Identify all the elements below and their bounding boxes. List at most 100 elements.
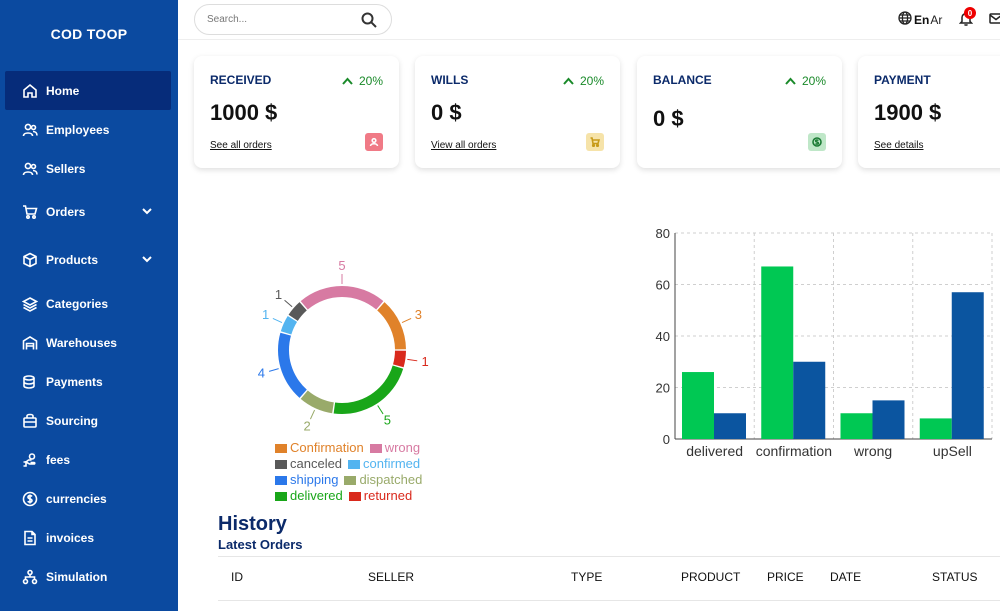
- legend-item-confirmation[interactable]: Confirmation: [275, 440, 364, 456]
- notification-badge: 0: [964, 7, 976, 19]
- see-details-link[interactable]: See details: [874, 140, 924, 151]
- flow-icon: [21, 568, 38, 585]
- sidebar-item-label: Home: [46, 83, 80, 98]
- coins-icon: [21, 373, 38, 390]
- user-icon: [365, 133, 383, 151]
- legend-label: dispatched: [359, 472, 423, 487]
- sidebar-item-employees[interactable]: Employees: [5, 110, 171, 149]
- bar-delivered-2: [714, 413, 746, 439]
- donut-data-label: 3: [415, 307, 422, 322]
- sidebar-item-home[interactable]: Home: [5, 71, 171, 110]
- bar-wrong-1: [840, 413, 873, 439]
- sidebar-item-products[interactable]: Products: [5, 236, 171, 284]
- donut-leader-line: [401, 317, 412, 324]
- legend-item-confirmed[interactable]: confirmed: [348, 456, 420, 472]
- bar-confirmation-2: [793, 361, 826, 439]
- sidebar-item-categories[interactable]: Categories: [5, 284, 171, 323]
- brand-logo: COD TOOP: [50, 26, 128, 42]
- legend-row: canceled confirmed: [275, 456, 455, 472]
- card-trend-value: 20%: [579, 74, 604, 88]
- sidebar-item-sellers[interactable]: Sellers: [5, 149, 171, 188]
- see-all-orders-link[interactable]: See all orders: [210, 140, 272, 151]
- legend-item-shipping[interactable]: shipping: [275, 472, 338, 488]
- legend-item-canceled[interactable]: canceled: [275, 456, 342, 472]
- legend-item-wrong[interactable]: wrong: [369, 440, 421, 456]
- search-box: [194, 4, 392, 35]
- sidebar-item-warehouses[interactable]: Warehouses: [5, 323, 171, 362]
- lang-en-option[interactable]: En: [914, 12, 930, 27]
- received-card: RECEIVED 20% 1000 $ See all orders: [194, 56, 399, 168]
- users-icon: [21, 121, 38, 138]
- globe-icon: [898, 11, 912, 28]
- history-subtitle: Latest Orders: [218, 537, 303, 552]
- sidebar-item-fees[interactable]: fees: [5, 440, 171, 479]
- column-header-date[interactable]: DATE: [830, 570, 862, 584]
- card-trend: 20%: [342, 74, 383, 88]
- x-tick-label: wrong: [853, 443, 892, 459]
- box-icon: [21, 252, 38, 269]
- card-trend: 20%: [785, 74, 826, 88]
- layers-icon: [21, 295, 38, 312]
- legend-label: confirmed: [363, 456, 421, 471]
- chevron-down-icon: [141, 253, 153, 265]
- card-trend: 20%: [563, 74, 604, 88]
- sidebar-item-payments[interactable]: Payments: [5, 362, 171, 401]
- view-all-orders-link[interactable]: View all orders: [431, 140, 497, 151]
- x-tick-label: upSell: [933, 443, 972, 459]
- donut-leader-line: [268, 368, 279, 372]
- card-title: BALANCE: [653, 73, 712, 87]
- bar-upsell-1: [919, 418, 952, 439]
- sidebar-item-label: Sellers: [46, 161, 86, 176]
- legend-swatch: [275, 475, 287, 485]
- sidebar-item-currencies[interactable]: currencies: [5, 479, 171, 518]
- y-tick-label: 0: [663, 432, 670, 447]
- column-header-type[interactable]: TYPE: [571, 570, 603, 584]
- legend-swatch: [275, 491, 287, 501]
- sidebar-item-label: Employees: [46, 122, 110, 137]
- legend-item-returned[interactable]: returned: [348, 488, 412, 504]
- dollar-icon: [21, 490, 38, 507]
- column-header-status[interactable]: STATUS: [932, 570, 978, 584]
- column-header-seller[interactable]: SELLER: [368, 570, 415, 584]
- donut-data-label: 4: [258, 366, 265, 381]
- bar-delivered-1: [682, 372, 714, 439]
- users-icon: [21, 160, 38, 177]
- legend-label: wrong: [384, 440, 421, 455]
- bar-svg: 0 20 40 60 80 delivered confirmation wrong upSel…: [656, 226, 993, 459]
- legend-label: Confirmation: [290, 440, 364, 455]
- sidebar-item-label: Orders: [46, 205, 86, 219]
- search-icon[interactable]: [361, 12, 377, 28]
- bar-confirmation-1: [761, 266, 794, 439]
- cart-icon: [586, 133, 604, 151]
- donut-leader-line: [309, 409, 316, 420]
- mail-icon[interactable]: [989, 11, 1000, 25]
- column-header-product[interactable]: PRODUCT: [681, 570, 741, 584]
- column-header-id[interactable]: ID: [231, 570, 243, 584]
- card-value: 1900 $: [874, 100, 942, 125]
- home-icon: [21, 82, 38, 99]
- bar-wrong-2: [872, 400, 905, 439]
- sidebar-item-invoices[interactable]: invoices: [5, 518, 171, 557]
- lang-ar-option[interactable]: Ar: [930, 12, 943, 27]
- sidebar-item-simulation[interactable]: Simulation: [5, 557, 171, 596]
- sidebar-item-orders[interactable]: Orders: [5, 188, 171, 236]
- card-title: RECEIVED: [210, 73, 272, 87]
- language-switcher: En Ar: [898, 11, 942, 28]
- arrow-up-icon: [563, 77, 574, 85]
- legend-item-delivered[interactable]: delivered: [275, 488, 343, 504]
- search-input[interactable]: [207, 14, 357, 25]
- donut-slice-confirmation: [377, 302, 406, 350]
- legend-swatch: [275, 459, 287, 469]
- wills-card: WILLS 20% 0 $ View all orders: [415, 56, 620, 168]
- sidebar-item-label: fees: [46, 452, 71, 467]
- package-icon: [21, 412, 38, 429]
- donut-slice-wrong: [300, 286, 384, 310]
- dollar-icon: [808, 133, 826, 151]
- cart-icon: [21, 204, 38, 221]
- legend-label: shipping: [290, 472, 339, 487]
- donut-data-label: 1: [262, 307, 269, 322]
- column-header-price[interactable]: PRICE: [767, 570, 804, 584]
- sidebar-item-sourcing[interactable]: Sourcing: [5, 401, 171, 440]
- donut-data-label: 5: [338, 258, 345, 273]
- legend-item-dispatched[interactable]: dispatched: [344, 472, 422, 488]
